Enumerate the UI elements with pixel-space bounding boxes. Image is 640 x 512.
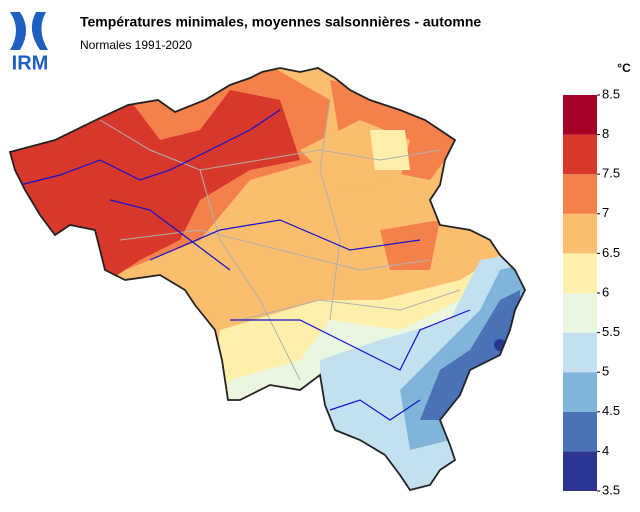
- colorbar-tick-label: 4: [602, 443, 609, 458]
- colorbar-tick-label: 4.5: [602, 403, 620, 418]
- colorbar-tick-label: 8: [602, 126, 609, 141]
- colorbar: 3.5 4 4.5 5 5.5 6 6.5 7 7.5 8 8.5: [563, 86, 620, 497]
- colorbar-bin: [563, 293, 597, 333]
- colorbar-bin: [563, 253, 597, 293]
- legend-unit: °C: [617, 61, 631, 75]
- colorbar-tick-label: 6.5: [602, 245, 620, 260]
- colorbar-bin: [563, 451, 597, 491]
- colorbar-tick-label: 5: [602, 364, 609, 379]
- colorbar-bin: [563, 332, 597, 373]
- colorbar-tick-label: 7: [602, 205, 609, 220]
- colorbar-tick-label: 5.5: [602, 324, 620, 339]
- colorbar-bin: [563, 411, 597, 452]
- colorbar-tick-label: 3.5: [602, 482, 620, 497]
- colorbar-bin: [563, 174, 597, 214]
- title: Températures minimales, moyennes salsonn…: [80, 14, 481, 30]
- colorbar-tick-label: 6: [602, 284, 609, 299]
- colorbar-tick-label: 7.5: [602, 166, 620, 181]
- colorbar-bin: [563, 372, 597, 412]
- colorbar-bin: [563, 134, 597, 175]
- logo-text: IRM: [12, 52, 49, 74]
- colorbar-bin: [563, 213, 597, 254]
- subtitle: Normales 1991-2020: [80, 38, 192, 52]
- colorbar-tick-label: 8.5: [602, 86, 620, 101]
- map: [10, 68, 525, 490]
- country-outline: [8, 67, 527, 492]
- colorbar-bin: [563, 95, 597, 135]
- logo: IRM: [10, 12, 48, 74]
